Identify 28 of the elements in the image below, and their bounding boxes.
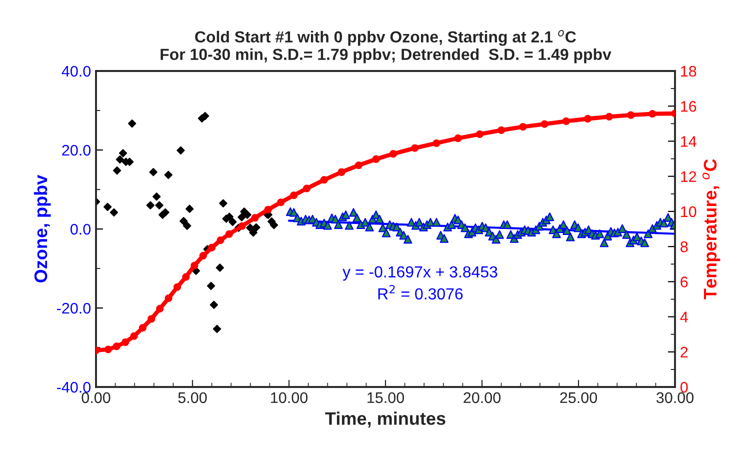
x-tick-label: 25.00 bbox=[560, 392, 598, 404]
y-tick-label: -40.0 bbox=[57, 382, 91, 393]
y2-tick-label: 0 bbox=[680, 382, 688, 393]
y2-tick-label: 4 bbox=[680, 312, 688, 322]
x-tick-label: 30.00 bbox=[656, 392, 694, 404]
x-tick-label: 15.00 bbox=[368, 392, 404, 404]
y-tick-label: 0.0 bbox=[70, 224, 91, 235]
y2-tick-label: 2 bbox=[680, 346, 688, 358]
y-tick-label: -20.0 bbox=[57, 302, 91, 314]
annotation: R$^{2}$ = 0.3076 bbox=[378, 284, 463, 300]
annotation: y = -0.1697x + 3.8453 bbox=[342, 266, 498, 281]
y-axis-title: Ozone, ppbv bbox=[34, 174, 51, 282]
y2-tick-label: 16 bbox=[681, 100, 696, 112]
x-tick-label: 5.00 bbox=[178, 392, 207, 404]
y-tick-label: 40.0 bbox=[62, 66, 91, 77]
y2-tick-label: 12 bbox=[681, 171, 696, 182]
x-axis-title: Time, minutes bbox=[325, 412, 446, 428]
y-tick-label: 20.0 bbox=[62, 144, 91, 156]
y2-tick-label: 14 bbox=[681, 136, 696, 147]
y2-tick-label: 10 bbox=[681, 206, 696, 218]
y2-axis-title: Temperature, $^{o}$C bbox=[702, 159, 720, 300]
x-tick-label: 0.00 bbox=[82, 392, 110, 404]
x-tick-label: 10.00 bbox=[271, 392, 308, 404]
x-tick-label: 20.00 bbox=[464, 392, 501, 404]
chart-title: Cold Start #1 with 0 ppbv Ozone, Starting at 2.1 $^{o}$C For 10-30 min, S.D.= 1.79 ppbv; Detrended S.D. = 1.49 ppbv bbox=[160, 30, 612, 64]
y2-tick-label: 6 bbox=[680, 276, 688, 288]
y2-tick-label: 8 bbox=[680, 241, 688, 252]
y2-tick-label: 18 bbox=[681, 66, 696, 77]
